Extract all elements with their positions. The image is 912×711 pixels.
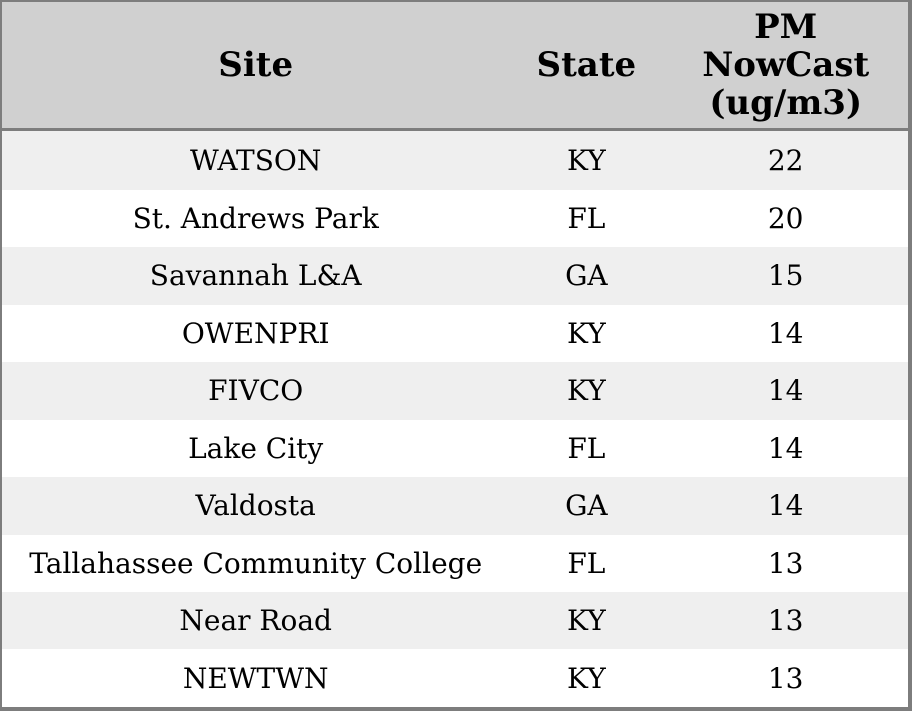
site-cell: Tallahassee Community College <box>29 546 483 580</box>
site-cell: WATSON <box>189 143 322 177</box>
pm-value-cell: 14 <box>767 316 804 350</box>
table-row: NEWTWN KY 13 <box>2 649 908 707</box>
state-cell: FL <box>567 201 606 235</box>
table-row: Tallahassee Community College FL 13 <box>2 534 908 592</box>
pm-value-cell: 22 <box>767 143 804 177</box>
table-row: Savannah L&A GA 15 <box>2 247 908 305</box>
table-row: OWENPRI KY 14 <box>2 304 908 363</box>
pm-value-cell: 14 <box>767 431 804 465</box>
site-cell: St. Andrews Park <box>132 201 379 235</box>
column-header-state: State <box>509 2 664 131</box>
state-cell: KY <box>567 143 606 177</box>
pm-value-cell: 14 <box>767 489 804 523</box>
column-header-site: Site <box>2 2 510 131</box>
pm-value-cell: 20 <box>767 201 804 235</box>
site-cell: Savannah L&A <box>149 259 362 293</box>
state-cell: KY <box>567 316 606 350</box>
site-cell: OWENPRI <box>181 316 330 350</box>
state-cell: KY <box>567 374 606 408</box>
state-cell: GA <box>565 489 608 523</box>
pm-value-cell: 14 <box>767 374 804 408</box>
pm-value-cell: 13 <box>767 604 804 638</box>
site-cell: Near Road <box>179 604 332 638</box>
state-cell: FL <box>567 546 606 580</box>
header-row: Site State PM NowCast (ug/m3) <box>2 2 908 131</box>
table-header: Site State PM NowCast (ug/m3) <box>2 2 908 131</box>
state-cell: KY <box>567 604 606 638</box>
pm-value-cell: 13 <box>767 546 804 580</box>
state-cell: FL <box>567 431 606 465</box>
pm-value-cell: 13 <box>767 661 804 695</box>
table-body: WATSON KY 22 St. Andrews Park FL 20 Sava… <box>2 129 908 707</box>
site-cell: Lake City <box>188 431 324 465</box>
pm-value-cell: 15 <box>767 259 804 293</box>
table-row: WATSON KY 22 <box>2 129 908 190</box>
column-header-pm-nowcast: PM NowCast (ug/m3) <box>663 2 908 131</box>
state-cell: GA <box>565 259 608 293</box>
table-row: St. Andrews Park FL 20 <box>2 189 908 248</box>
table-row: Near Road KY 13 <box>2 591 908 650</box>
table-row: Valdosta GA 14 <box>2 477 908 535</box>
site-cell: Valdosta <box>195 489 316 523</box>
site-cell: NEWTWN <box>182 661 329 695</box>
site-cell: FIVCO <box>208 374 304 408</box>
table-row: FIVCO KY 14 <box>2 362 908 420</box>
state-cell: KY <box>567 661 606 695</box>
table-row: Lake City FL 14 <box>2 419 908 478</box>
